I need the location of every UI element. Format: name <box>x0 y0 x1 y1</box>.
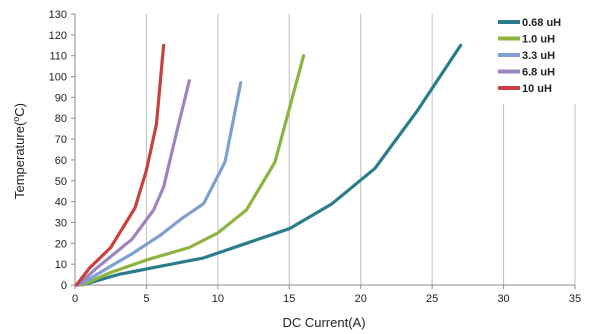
y-tick-label: 120 <box>49 30 67 42</box>
y-tick-label: 50 <box>55 176 67 188</box>
y-tick-label: 130 <box>49 9 67 21</box>
legend-label: 0.68 uH <box>522 17 561 29</box>
legend-label: 10 uH <box>522 83 552 95</box>
y-tick-label: 40 <box>55 197 67 209</box>
series-line-0-68-uh <box>80 43 463 287</box>
y-tick-label: 100 <box>49 72 67 84</box>
y-tick-label: 10 <box>55 259 67 271</box>
legend-label: 6.8 uH <box>522 67 555 79</box>
x-tick-label: 35 <box>569 293 581 305</box>
legend: 0.68 uH 1.0 uH 3.3 uH 6.8 uH 10 uH <box>492 12 578 104</box>
series-layer <box>74 43 463 287</box>
series-line-10-uh <box>74 43 166 287</box>
x-tick-label: 20 <box>355 293 367 305</box>
y-axis-label-main: Temperature( <box>12 121 27 199</box>
axis-layer <box>71 13 576 289</box>
y-tick-label: 80 <box>55 113 67 125</box>
y-axis-label-superscript: o <box>11 117 21 122</box>
series-line-6-8-uh <box>76 79 191 287</box>
x-tick-label: 10 <box>212 293 224 305</box>
y-tick-label: 20 <box>55 238 67 250</box>
y-tick-label: 90 <box>55 92 67 104</box>
y-tick-label: 0 <box>61 280 67 292</box>
x-tick-label: 15 <box>283 293 295 305</box>
y-axis-label-end: C) <box>12 103 27 117</box>
x-tick-label: 25 <box>426 293 438 305</box>
tick-layer: 0 10 20 30 40 50 60 70 80 90 100 110 120 130 0 5 10 15 20 2… <box>49 9 581 305</box>
series-line-1-0-uh <box>80 54 306 287</box>
legend-label: 3.3 uH <box>522 50 555 62</box>
x-tick-label: 0 <box>72 293 78 305</box>
legend-label: 1.0 uH <box>522 34 555 46</box>
x-tick-label: 5 <box>143 293 149 305</box>
y-tick-label: 60 <box>55 155 67 167</box>
y-axis-label: Temperature(oC) <box>11 103 27 199</box>
series-line-3-3-uh <box>77 81 243 287</box>
y-tick-label: 70 <box>55 134 67 146</box>
y-tick-label: 30 <box>55 217 67 229</box>
x-axis-label: DC Current(A) <box>282 315 365 330</box>
y-tick-label: 110 <box>49 51 67 63</box>
x-tick-label: 30 <box>497 293 509 305</box>
